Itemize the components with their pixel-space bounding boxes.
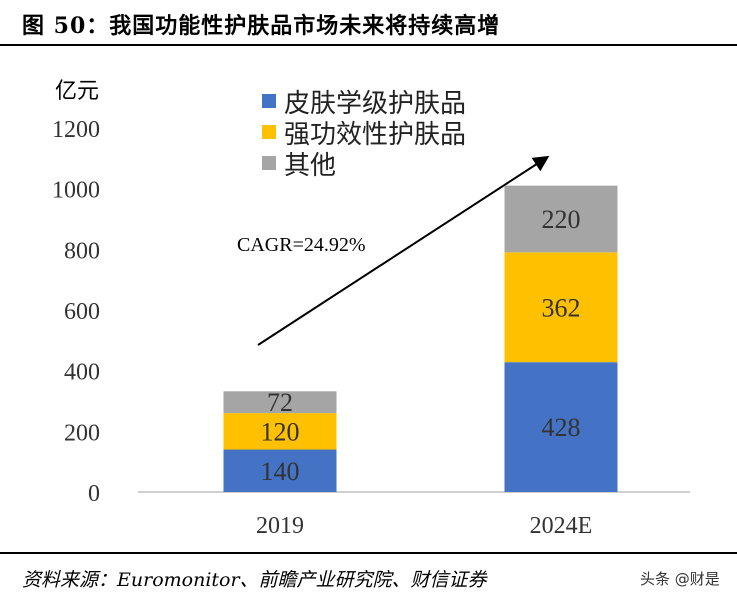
legend-label: 其他	[284, 151, 336, 180]
legend-label: 皮肤学级护肤品	[284, 89, 466, 118]
title-divider	[0, 44, 737, 46]
cagr-annotation: CAGR=24.92%	[237, 234, 366, 256]
y-tick-label: 600	[64, 299, 100, 325]
data-label: 140	[261, 457, 300, 486]
source-note: 资料来源：Euromonitor、前瞻产业研究院、财信证券	[22, 569, 487, 591]
y-tick-label: 1200	[52, 117, 100, 143]
bar-segment	[504, 362, 618, 492]
bar-segment	[223, 413, 337, 450]
bar-segment	[504, 185, 618, 253]
legend-swatch	[262, 156, 276, 170]
y-axis-label: 亿元	[55, 78, 99, 103]
y-tick-label: 0	[88, 481, 100, 507]
bar-segment	[223, 391, 337, 414]
legend-swatch	[262, 125, 276, 139]
bar-segment	[223, 449, 337, 492]
legend-label: 强功效性护肤品	[284, 120, 466, 149]
x-tick-label: 2019	[256, 513, 304, 539]
source-divider	[0, 552, 737, 554]
data-label: 72	[267, 388, 293, 417]
watermark: 头条 @财是	[640, 570, 720, 588]
y-tick-label: 1000	[52, 178, 100, 204]
legend-swatch	[262, 94, 276, 108]
y-tick-label: 800	[64, 238, 100, 264]
x-tick-label: 2024E	[530, 513, 593, 539]
bar-segment	[504, 252, 618, 363]
y-tick-label: 200	[64, 420, 100, 446]
trend-arrow	[257, 155, 550, 346]
data-label: 120	[261, 417, 300, 446]
data-label: 220	[542, 205, 581, 234]
data-label: 362	[542, 293, 581, 322]
figure-title: 图 50：我国功能性护肤品市场未来将持续高增	[22, 13, 501, 39]
data-label: 428	[542, 413, 581, 442]
y-tick-label: 400	[64, 360, 100, 386]
